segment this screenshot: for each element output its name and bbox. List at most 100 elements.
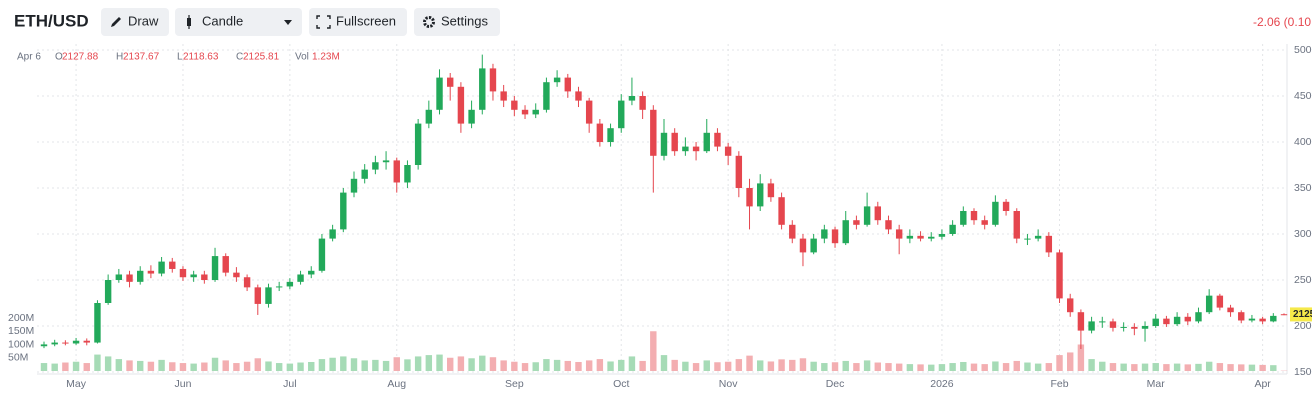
header-prefix: Vol <box>295 52 309 63</box>
candle-body <box>543 82 550 110</box>
volume-bar <box>1131 364 1138 371</box>
candle-body <box>169 261 176 269</box>
volume-bar <box>72 361 80 371</box>
volume-bar <box>1034 363 1042 371</box>
volume-bar <box>703 360 710 371</box>
volume-bar <box>340 356 347 371</box>
candle-body <box>254 287 261 304</box>
volume-bar <box>350 358 358 371</box>
candle-body <box>447 77 454 87</box>
volume-bar <box>275 363 283 371</box>
volume-bar <box>650 331 657 371</box>
symbol[interactable]: ETH/USD <box>14 11 89 30</box>
volume-bar <box>960 361 967 371</box>
volume-bar <box>724 361 732 371</box>
volume-bar <box>1141 363 1149 371</box>
candle-body <box>211 256 219 280</box>
volume-bar <box>992 361 999 371</box>
candle-body <box>201 274 208 280</box>
volume-bar <box>190 363 197 371</box>
x-tick-label: 2026 <box>930 378 954 390</box>
header-prefix: O <box>55 52 63 63</box>
header-prefix: L <box>177 52 183 63</box>
volume-bar <box>553 359 561 371</box>
candle-body <box>1099 321 1106 323</box>
volume-bar <box>94 354 101 371</box>
candle-body <box>874 206 881 221</box>
candle-body <box>1109 321 1117 328</box>
volume-bar <box>1002 363 1010 371</box>
settings-button[interactable]: Settings <box>414 8 500 36</box>
volume-bar <box>254 358 261 371</box>
volume-bar <box>308 361 315 371</box>
y-tick-label: 5000 <box>1294 44 1312 56</box>
volume-tick-label: 100M <box>8 338 34 350</box>
candle-body <box>340 192 347 230</box>
volume-bar <box>1120 363 1127 371</box>
candle-body <box>158 261 165 274</box>
caret <box>284 20 292 25</box>
candle-body <box>137 270 144 282</box>
volume-bar <box>414 356 422 371</box>
plot: 1500200025003000350040004500500050M100M1… <box>8 44 1312 390</box>
candle-body <box>660 132 668 156</box>
candle-body <box>1238 312 1245 321</box>
candle-body <box>970 211 978 221</box>
draw-button[interactable]: Draw <box>101 8 169 36</box>
volume-bar <box>500 360 507 371</box>
volume-bar <box>104 356 112 371</box>
candle-body <box>1002 201 1010 211</box>
candle-body <box>468 109 475 124</box>
button-label: Fullscreen <box>336 13 396 28</box>
volume-bar <box>757 360 764 371</box>
candle-body <box>243 277 251 288</box>
volume-bar <box>489 357 497 371</box>
fullscreen-button[interactable]: Fullscreen <box>309 8 407 36</box>
volume-bar <box>895 363 903 371</box>
volume-bar <box>361 360 368 371</box>
y-tick-label: 1500 <box>1294 366 1312 378</box>
volume-bar <box>233 363 240 371</box>
volume-bar <box>83 363 90 371</box>
volume-bar <box>137 360 144 371</box>
candle-dropdown[interactable]: Candle <box>175 8 302 36</box>
candle-body <box>831 229 839 244</box>
x-tick-label: Jul <box>283 378 296 390</box>
candle-body <box>682 146 689 152</box>
volume-bar <box>511 361 518 371</box>
candle-body <box>115 274 123 280</box>
y-tick-label: 4500 <box>1294 90 1312 102</box>
volume-bar <box>1216 363 1224 371</box>
candle-body <box>286 281 294 287</box>
volume-bar <box>874 362 881 371</box>
candle-body <box>308 270 315 275</box>
gear-icon <box>423 16 435 28</box>
candle-body <box>799 238 807 253</box>
volume-tick-label: 50M <box>8 352 28 364</box>
volume-bar <box>938 364 946 371</box>
header-value: 2125.81 <box>243 52 280 63</box>
candle-body <box>735 155 743 188</box>
volume-bar <box>735 359 743 371</box>
volume-tick-label: 200M <box>8 312 34 324</box>
volume-bar <box>1259 364 1266 371</box>
candle-body <box>94 303 101 343</box>
volume-bar <box>831 362 839 371</box>
volume-bar <box>126 360 133 371</box>
candle-body <box>521 109 529 115</box>
header-prefix: C <box>236 52 243 63</box>
volume-bar <box>51 363 58 371</box>
volume-bar <box>479 355 486 371</box>
y-tick-label: 3500 <box>1294 182 1312 194</box>
candle-body <box>425 109 433 124</box>
volume-bar <box>286 363 294 371</box>
volume-bar <box>778 359 785 371</box>
candle-body <box>83 340 90 343</box>
volume-bar <box>789 359 796 371</box>
candle-body <box>393 160 400 183</box>
candle-body <box>222 256 229 273</box>
volume-bar <box>970 363 978 371</box>
button-label: Candle <box>202 13 243 28</box>
volume-bar <box>682 361 689 371</box>
